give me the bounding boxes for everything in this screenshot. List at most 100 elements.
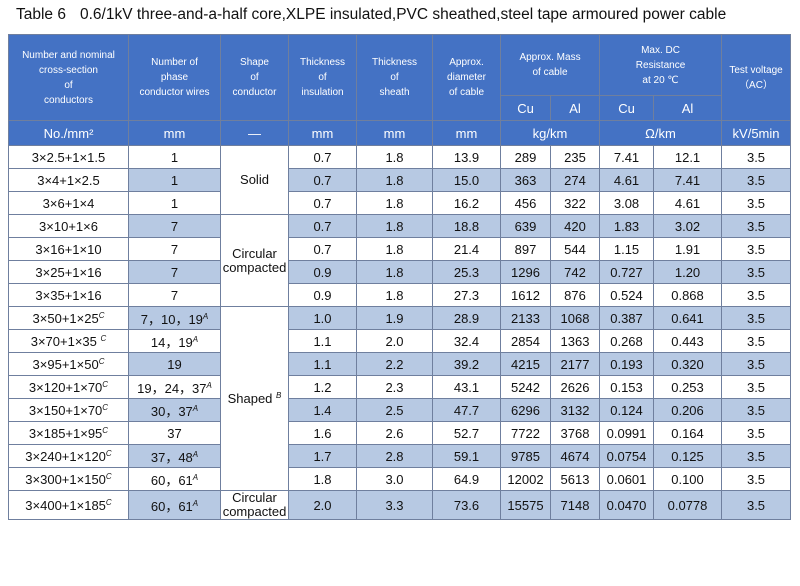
cell-res-al: 0.206 (653, 398, 723, 422)
cell-wires: 14，19A (128, 329, 221, 353)
cell-res-al: 0.320 (653, 352, 723, 376)
cell-section-note: C (100, 333, 107, 343)
cell-res-al: 0.164 (653, 421, 723, 445)
cell-voltage: 3.5 (721, 398, 792, 422)
cell-insulation: 0.7 (288, 237, 357, 261)
cell-diameter: 27.3 (432, 283, 501, 307)
header-mass-cu: Cu (500, 95, 551, 121)
cell-diameter: 16.2 (432, 191, 501, 215)
shape-circular-compacted-last-line1: Circular (232, 490, 277, 505)
cell-wires: 7 (128, 237, 221, 261)
cell-res-al: 0.253 (653, 375, 723, 399)
table-row: 3×25+1×16 7 0.9 1.8 25.3 1296 742 0.727 1.20 3.5 (8, 260, 792, 284)
cell-wires: 1 (128, 191, 221, 215)
cell-mass-cu: 12002 (500, 467, 551, 491)
header-res-cu: Cu (599, 95, 655, 121)
cell-mass-cu: 639 (500, 214, 551, 238)
cell-mass-al: 322 (549, 191, 601, 215)
table-row: 3×150+1×70C 30，37A 1.4 2.5 47.7 6296 3132 0.124… (8, 398, 792, 422)
cell-res-cu: 4.61 (599, 168, 655, 192)
cell-res-cu: 1.15 (599, 237, 655, 261)
unit-wires: mm (128, 120, 221, 146)
cell-voltage: 3.5 (721, 490, 792, 520)
cell-wires: 37 (128, 421, 221, 445)
header-sheath: Thickness of sheath (356, 34, 433, 121)
cell-sheath: 1.9 (356, 306, 433, 330)
cell-res-cu: 7.41 (599, 145, 655, 169)
cell-insulation: 1.7 (288, 444, 357, 468)
cell-res-cu: 1.83 (599, 214, 655, 238)
table-row: 3×95+1×50C 19 1.1 2.2 39.2 4215 2177 0.193 0.320… (8, 352, 792, 376)
cell-section: 3×25+1×16 (8, 260, 129, 284)
cell-res-cu: 0.524 (599, 283, 655, 307)
table-body: 3×2.5+1×1.5 1 Solid 0.7 1.8 13.9 289 235 7.41 12.… (8, 145, 792, 520)
cell-voltage: 3.5 (721, 352, 792, 376)
table-caption: 0.6/1kV three-and-a-half core,XLPE insul… (79, 6, 727, 23)
cell-mass-al: 2177 (549, 352, 601, 376)
cell-res-cu: 0.0991 (599, 421, 655, 445)
table-row: 3×2.5+1×1.5 1 Solid 0.7 1.8 13.9 289 235 7.41 12.… (8, 145, 792, 215)
cell-diameter: 25.3 (432, 260, 501, 284)
header-res-al: Al (653, 95, 723, 121)
cell-sheath: 1.8 (356, 260, 433, 284)
cell-diameter: 15.0 (432, 168, 501, 192)
cell-res-al: 1.20 (653, 260, 723, 284)
unit-sheath: mm (356, 120, 433, 146)
cell-wires: 37，48A (128, 444, 221, 468)
cell-sheath: 3.3 (356, 490, 433, 520)
cell-res-al: 7.41 (653, 168, 723, 192)
cell-wires-note: A (192, 449, 199, 459)
cell-voltage: 3.5 (721, 375, 792, 399)
cell-voltage: 3.5 (721, 260, 792, 284)
cell-diameter: 13.9 (432, 145, 501, 169)
unit-diameter: mm (432, 120, 501, 146)
cell-mass-cu: 2854 (500, 329, 551, 353)
unit-voltage: kV/5min (721, 120, 792, 146)
cell-wires-note: A (206, 380, 212, 390)
cell-mass-al: 3132 (549, 398, 601, 422)
cell-sheath: 2.8 (356, 444, 433, 468)
cell-mass-cu: 289 (500, 145, 551, 169)
cell-section-note: C (105, 497, 112, 507)
header-wires: Number of phase conductor wires (128, 34, 221, 121)
cell-voltage: 3.5 (721, 444, 792, 468)
table-row: 3×185+1×95C 37 1.6 2.6 52.7 7722 3768 0.0991 0.1… (8, 421, 792, 445)
header-voltage: Test voltage （AC） (721, 34, 792, 121)
cell-sheath: 2.2 (356, 352, 433, 376)
cell-sheath: 2.0 (356, 329, 433, 353)
cell-res-cu: 0.0470 (599, 490, 655, 520)
cell-res-cu: 0.727 (599, 260, 655, 284)
cell-diameter: 43.1 (432, 375, 501, 399)
cell-voltage: 3.5 (721, 329, 792, 353)
cell-section-note: C (102, 402, 109, 412)
cell-mass-cu: 897 (500, 237, 551, 261)
cell-section-note: C (102, 425, 109, 435)
table-number: Table 6 (16, 6, 66, 23)
cell-mass-al: 235 (549, 145, 601, 169)
cell-wires: 7 (128, 214, 221, 238)
cell-insulation: 1.2 (288, 375, 357, 399)
cell-sheath: 1.8 (356, 168, 433, 192)
cell-mass-al: 274 (549, 168, 601, 192)
shape-circular-compacted-line1: Circular (232, 245, 277, 261)
cell-res-al: 0.125 (653, 444, 723, 468)
cell-voltage: 3.5 (721, 237, 792, 261)
table-row: 3×300+1×150C 60，61A 1.8 3.0 64.9 12002 5613 0.0… (8, 467, 792, 491)
cell-mass-al: 5613 (549, 467, 601, 491)
cell-diameter: 59.1 (432, 444, 501, 468)
cell-mass-al: 544 (549, 237, 601, 261)
cell-section: 3×150+1×70C (8, 398, 129, 422)
cell-insulation: 0.9 (288, 283, 357, 307)
cell-res-al: 12.1 (653, 145, 723, 169)
cell-wires: 19 (128, 352, 221, 376)
cell-mass-cu: 1612 (500, 283, 551, 307)
cell-res-cu: 0.268 (599, 329, 655, 353)
cell-section: 3×300+1×150C (8, 467, 129, 491)
cell-section: 3×240+1×120C (8, 444, 129, 468)
cell-section: 3×95+1×50C (8, 352, 129, 376)
cell-res-cu: 0.387 (599, 306, 655, 330)
unit-section: No./mm² (8, 120, 129, 146)
cell-insulation: 2.0 (288, 490, 357, 520)
cell-wires-note: A (192, 403, 199, 413)
header-section: Number and nominal cross-section of conduct… (8, 34, 129, 121)
